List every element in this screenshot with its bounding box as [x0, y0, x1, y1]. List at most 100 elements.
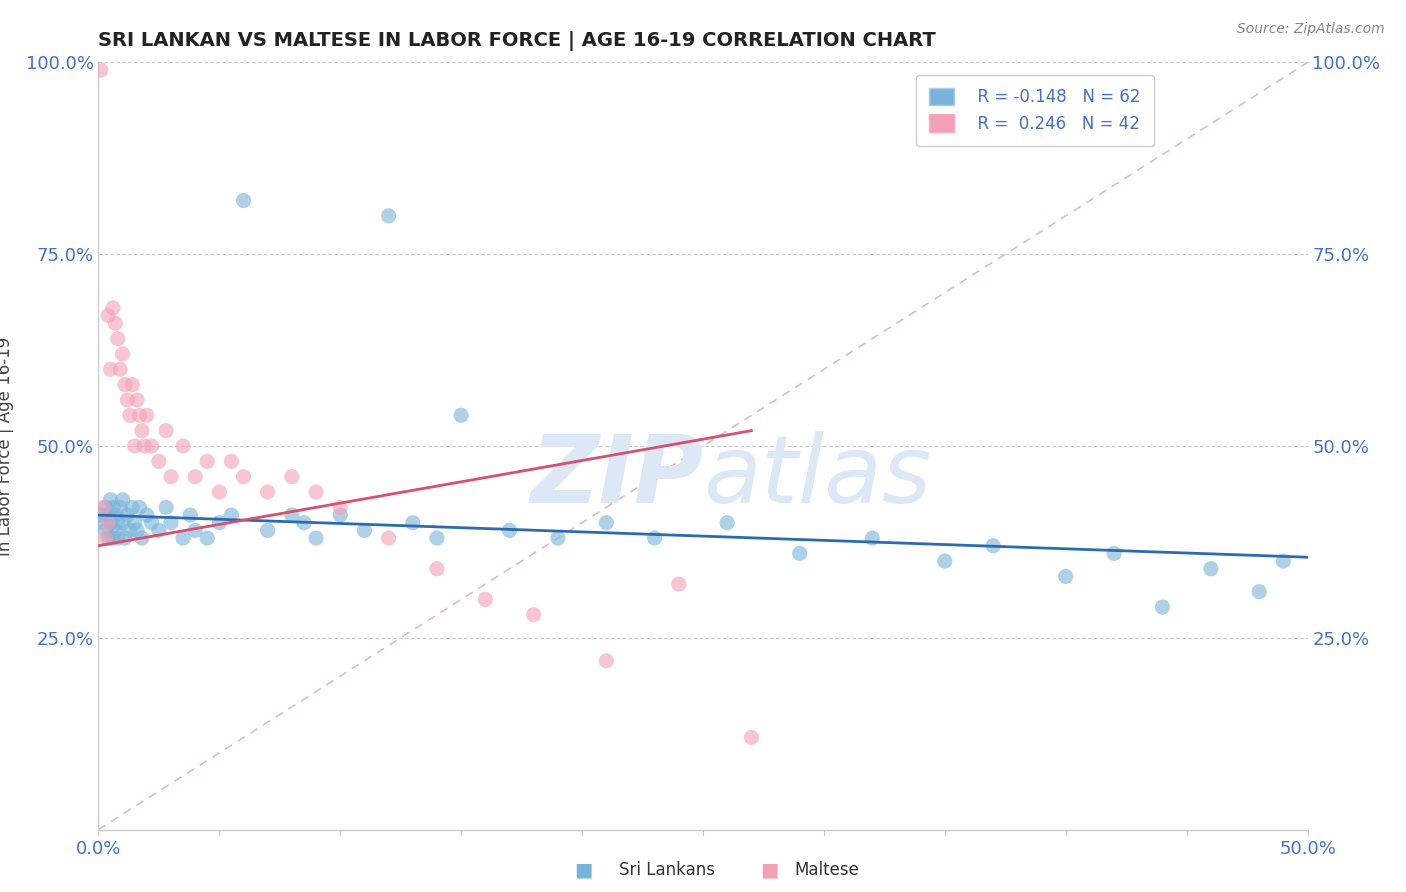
Point: [281, 469, 304, 483]
Point: [1272, 554, 1295, 568]
Point: [91, 500, 114, 515]
Point: [127, 524, 149, 538]
Point: [94, 524, 117, 538]
Y-axis label: In Labor Force | Age 16-19: In Labor Force | Age 16-19: [0, 336, 14, 556]
Point: [131, 424, 153, 438]
Point: [292, 516, 315, 530]
Text: ■: ■: [574, 860, 593, 880]
Point: [547, 531, 569, 545]
Point: [141, 516, 163, 530]
Point: [90, 63, 112, 78]
Point: [860, 531, 883, 545]
Point: [1054, 569, 1077, 583]
Point: [118, 524, 141, 538]
Point: [108, 362, 131, 376]
Legend:   R = -0.148   N = 62,   R =  0.246   N = 42: R = -0.148 N = 62, R = 0.246 N = 42: [915, 75, 1154, 146]
Point: [114, 377, 136, 392]
Point: [124, 516, 146, 530]
Point: [1199, 562, 1222, 576]
Point: [97, 508, 120, 522]
Point: [595, 654, 617, 668]
Point: [221, 508, 243, 522]
Point: [100, 516, 122, 530]
Point: [305, 485, 328, 500]
Point: [221, 454, 243, 468]
Point: [426, 562, 449, 576]
Point: [94, 500, 117, 515]
Text: Sri Lankans: Sri Lankans: [619, 861, 714, 879]
Point: [402, 516, 425, 530]
Point: [111, 347, 134, 361]
Point: [208, 516, 231, 530]
Point: [108, 500, 131, 515]
Point: [134, 439, 156, 453]
Point: [101, 500, 124, 515]
Point: [184, 524, 207, 538]
Point: [111, 516, 134, 530]
Text: ■: ■: [759, 860, 779, 880]
Point: [121, 500, 143, 515]
Point: [107, 332, 129, 346]
Point: [256, 524, 278, 538]
Point: [1102, 546, 1125, 560]
Point: [281, 508, 304, 522]
Point: [131, 531, 153, 545]
Point: [256, 485, 278, 500]
Point: [1249, 584, 1271, 599]
Point: [104, 508, 127, 522]
Point: [232, 469, 254, 483]
Point: [981, 539, 1004, 553]
Point: [184, 469, 207, 483]
Text: SRI LANKAN VS MALTESE IN LABOR FORCE | AGE 16-19 CORRELATION CHART: SRI LANKAN VS MALTESE IN LABOR FORCE | A…: [98, 30, 936, 51]
Point: [155, 424, 177, 438]
Point: [97, 516, 120, 530]
Point: [305, 531, 328, 545]
Point: [172, 439, 194, 453]
Point: [595, 516, 617, 530]
Point: [195, 531, 218, 545]
Point: [450, 409, 472, 423]
Point: [117, 508, 139, 522]
Point: [111, 492, 134, 507]
Point: [141, 439, 163, 453]
Point: [232, 194, 254, 208]
Point: [644, 531, 666, 545]
Point: [160, 516, 183, 530]
Point: [474, 592, 496, 607]
Point: [148, 524, 170, 538]
Point: [208, 485, 231, 500]
Point: [90, 508, 112, 522]
Point: [117, 392, 139, 407]
Point: [97, 531, 120, 545]
Point: [668, 577, 690, 591]
Text: ZIP: ZIP: [530, 431, 703, 523]
Point: [104, 524, 127, 538]
Point: [94, 531, 117, 545]
Point: [101, 301, 124, 315]
Point: [124, 439, 146, 453]
Point: [934, 554, 956, 568]
Point: [789, 546, 811, 560]
Point: [128, 500, 150, 515]
Point: [740, 731, 762, 745]
Point: [148, 454, 170, 468]
Point: [155, 500, 177, 515]
Point: [127, 392, 149, 407]
Point: [128, 409, 150, 423]
Point: [1152, 600, 1174, 615]
Point: [172, 531, 194, 545]
Point: [104, 316, 127, 330]
Point: [160, 469, 183, 483]
Text: Source: ZipAtlas.com: Source: ZipAtlas.com: [1237, 22, 1385, 37]
Text: atlas: atlas: [703, 431, 931, 522]
Point: [100, 492, 122, 507]
Point: [107, 516, 129, 530]
Point: [329, 508, 352, 522]
Point: [377, 531, 399, 545]
Point: [135, 508, 157, 522]
Point: [101, 531, 124, 545]
Point: [107, 531, 129, 545]
Point: [135, 409, 157, 423]
Point: [353, 524, 375, 538]
Point: [195, 454, 218, 468]
